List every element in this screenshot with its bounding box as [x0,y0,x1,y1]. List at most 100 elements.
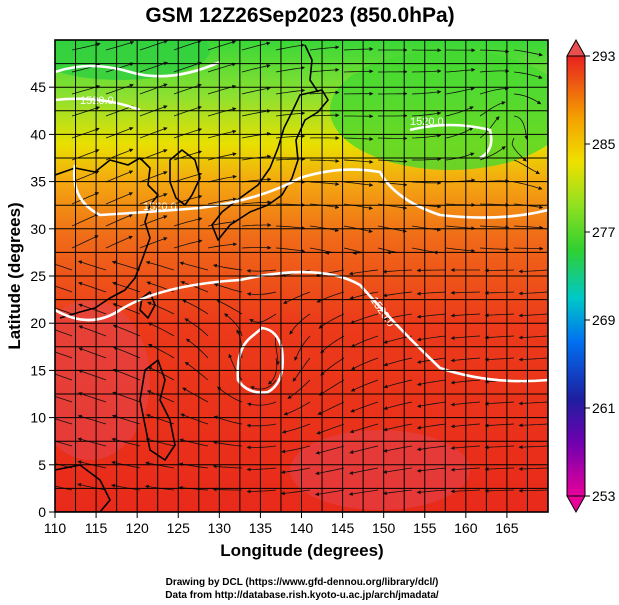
streamline [484,467,515,472]
streamline [383,423,413,432]
streamline [479,225,510,230]
streamline [348,269,379,276]
y-tick-label: 40 [30,126,46,142]
x-axis-title: Longitude (degrees) [220,541,383,560]
streamline [145,437,175,447]
x-tick-label: 165 [495,520,519,536]
streamline [518,335,548,340]
streamline [145,461,175,469]
streamline [112,368,141,381]
streamline [55,263,73,271]
streamline [513,246,544,251]
streamline [139,127,168,139]
coastline-korea [169,149,201,206]
streamline [343,47,374,51]
x-tick-label: 115 [85,520,108,536]
streamline [445,67,476,73]
streamline [383,379,413,389]
y-axis-ticks: 0 5 10 15 20 25 30 35 40 45 [30,79,55,520]
x-tick-label: 140 [290,520,314,536]
streamline [416,423,447,430]
streamline [411,180,442,185]
x-tick-label: 145 [331,520,355,536]
streamline [112,302,141,315]
streamline [411,69,442,74]
streamline [55,440,73,447]
streamline [411,225,442,232]
colorbar-label: 277 [592,224,616,240]
streamline [416,291,447,296]
colorbar-label: 253 [592,488,616,504]
streamline [180,413,209,425]
streamline [411,111,442,117]
streamline [484,357,515,362]
contour-low-center [236,326,284,394]
colorbar-label: 261 [592,400,616,416]
streamline [350,379,379,392]
y-tick-label: 25 [30,268,46,284]
credit-line-2: Data from http://database.rish.kyoto-u.a… [165,590,439,601]
coastline-sakhalin [304,44,319,93]
streamline [207,40,237,51]
streamline [518,401,548,406]
y-tick-label: 30 [30,221,46,237]
streamline [318,313,345,329]
streamline [78,347,107,359]
streamline [212,440,243,447]
warm-region-west [55,300,150,460]
x-tick-label: 125 [167,520,191,536]
streamline [241,200,272,205]
contour-south [55,270,548,383]
streamline [383,401,413,410]
streamline [184,318,209,337]
streamline [212,487,242,492]
streamline [479,86,509,95]
streamline [246,489,277,494]
streamline [383,313,413,321]
streamline [246,268,277,273]
streamline [145,260,175,271]
streamline [377,159,408,164]
coastline-taiwan [139,291,156,319]
streamline [207,174,237,183]
streamline [281,445,311,454]
streamline [246,423,277,428]
streamline [55,351,73,359]
streamline [513,71,543,79]
streamline [377,181,408,187]
streamline [416,489,447,495]
streamline [207,62,237,73]
streamline [207,107,237,117]
streamline [484,313,515,318]
streamline [179,438,209,447]
streamline [241,109,271,117]
streamline [513,225,544,230]
colorbar-label: 285 [592,136,616,152]
streamline [250,379,277,390]
streamline [216,386,243,403]
streamline [212,263,243,271]
streamline [146,413,175,425]
streamline [105,126,134,139]
streamline [484,445,515,450]
x-tick-label: 135 [249,520,273,536]
streamline [139,83,168,95]
streamline [105,40,135,51]
streamline [139,193,168,205]
streamline [320,335,345,354]
streamline [518,269,548,274]
streamline [412,157,442,162]
streamline [445,225,476,231]
contour-label-1520: 1520.0 [143,201,177,213]
streamline [518,291,548,296]
streamline [383,445,413,453]
streamline [484,401,515,406]
y-axis-title: Latitude (degrees) [5,202,24,349]
streamline [518,313,548,318]
streamline [309,67,340,73]
streamline [518,466,548,471]
colorbar-bar [566,55,586,497]
streamline [185,338,209,359]
streamline [314,489,345,497]
